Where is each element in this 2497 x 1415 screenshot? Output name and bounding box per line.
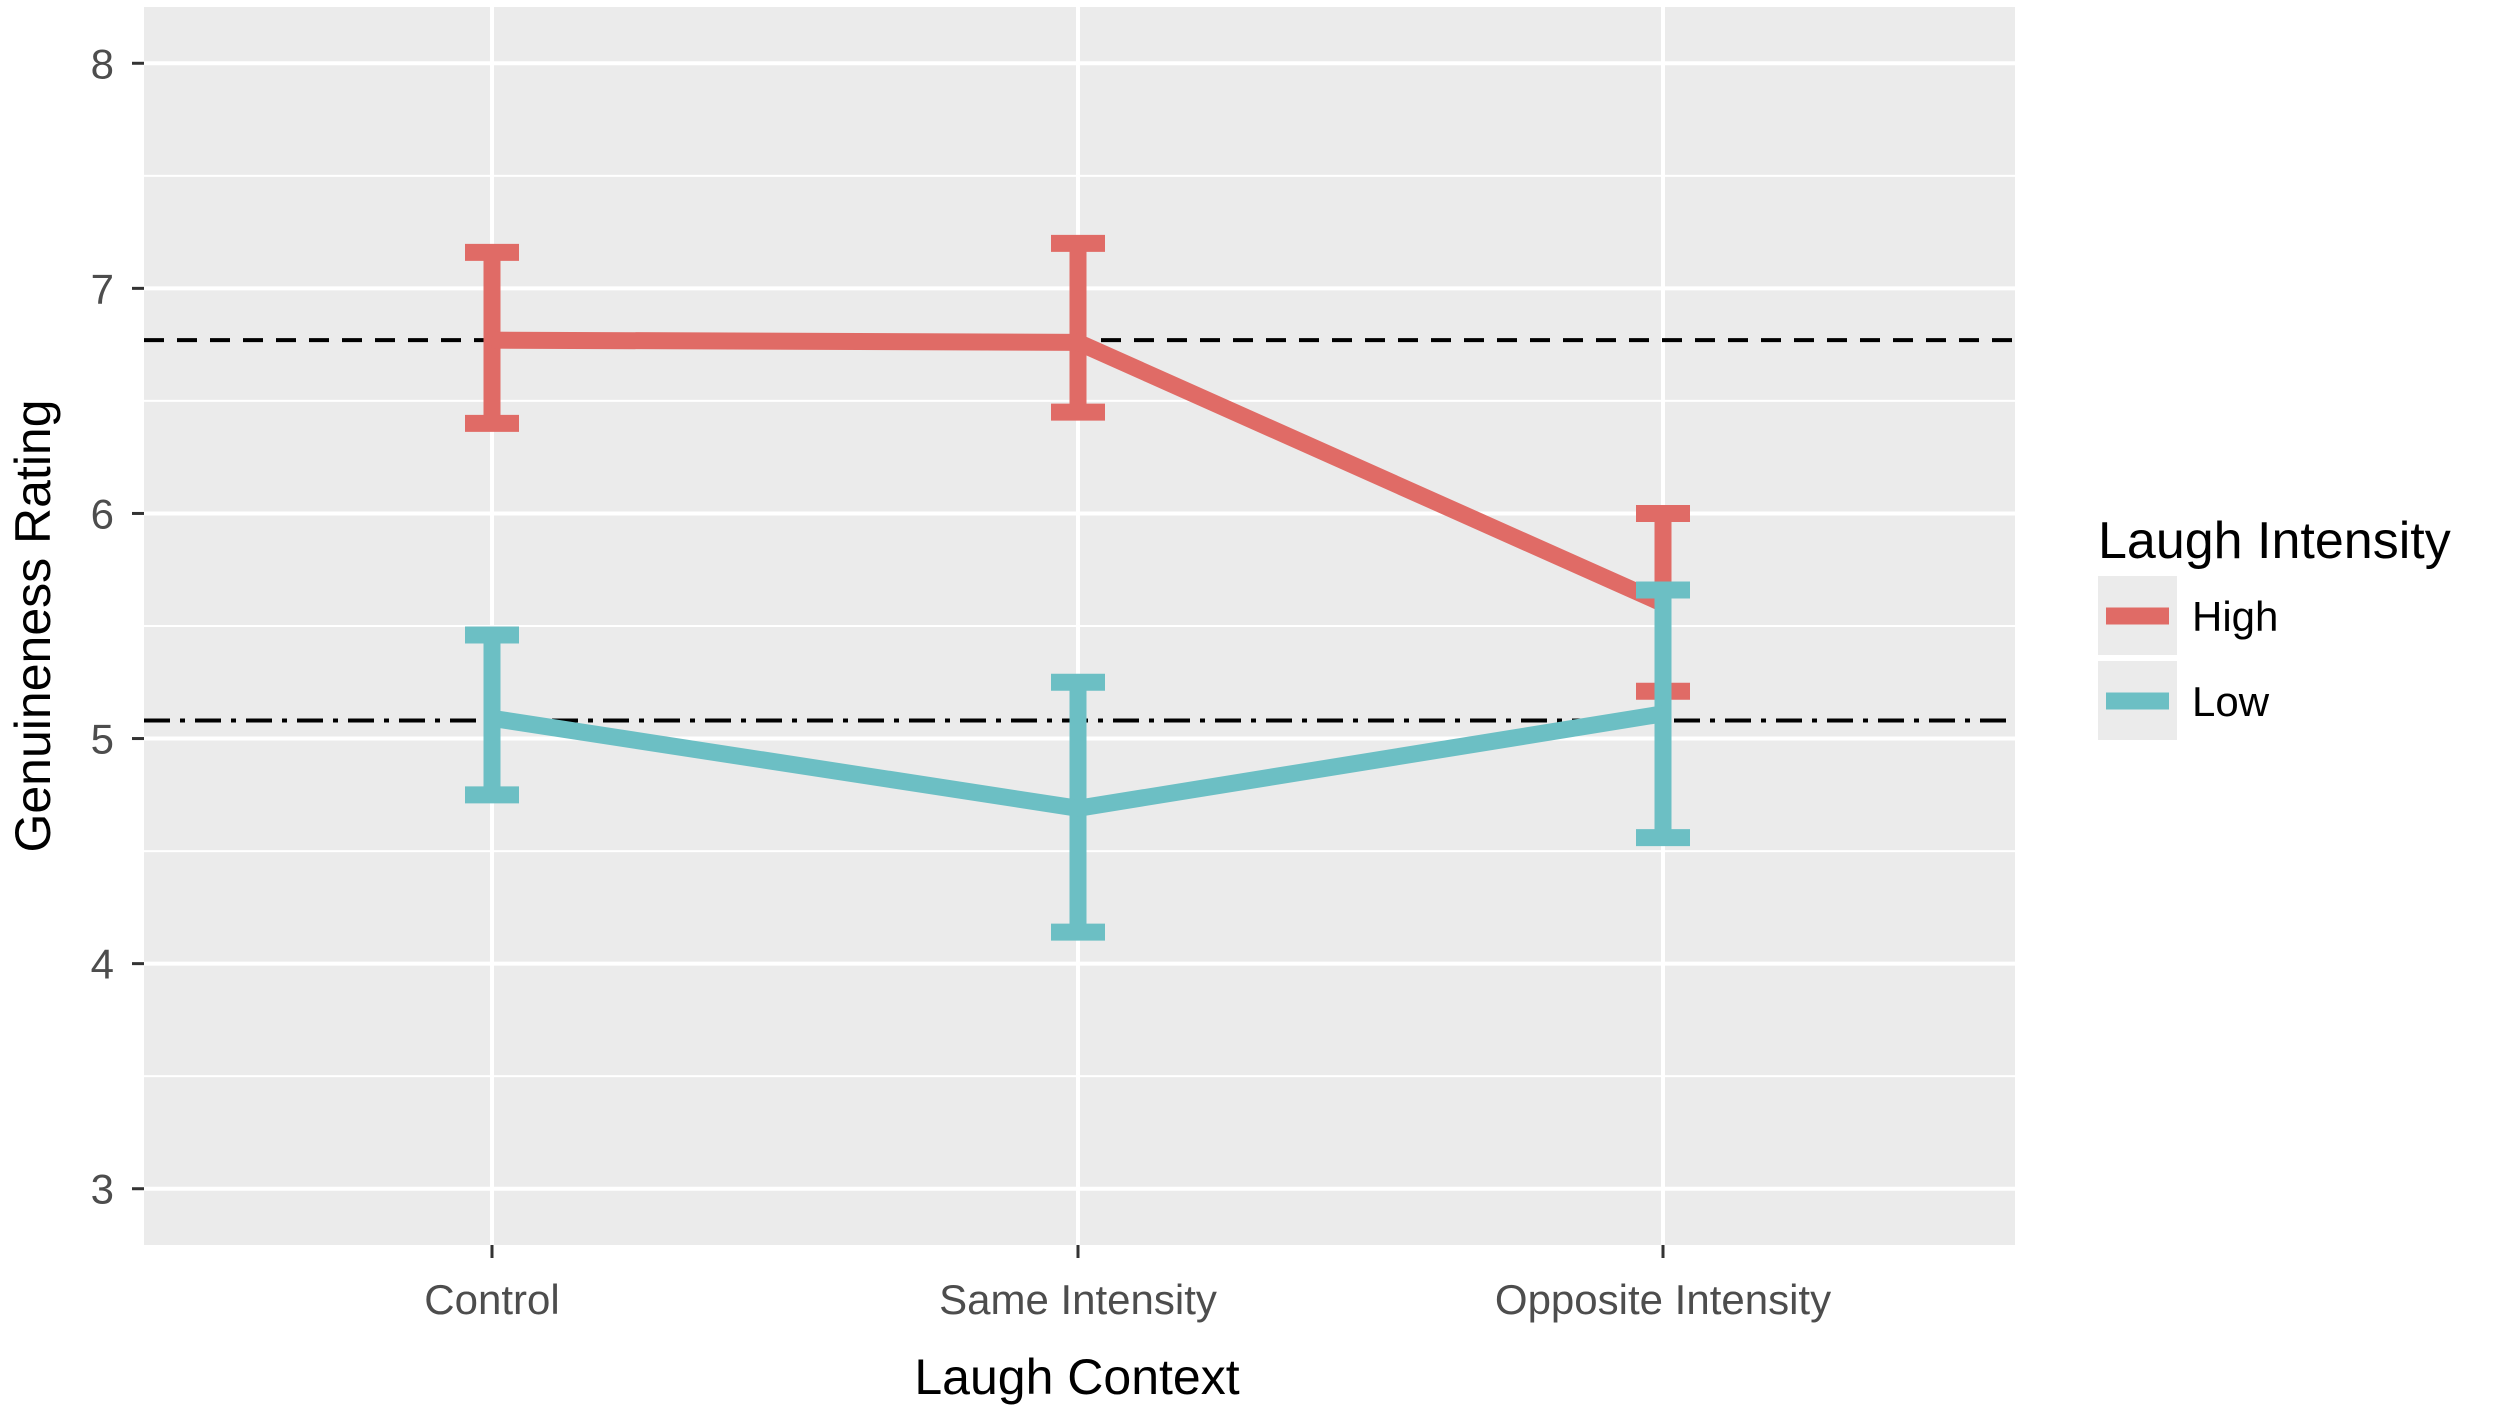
legend: Laugh Intensity High Low	[2098, 512, 2451, 740]
series-low	[465, 581, 1690, 941]
y-tick-label: 3	[91, 1166, 114, 1213]
legend-title: Laugh Intensity	[2098, 512, 2451, 570]
x-tick-label: Opposite Intensity	[1495, 1276, 1831, 1323]
y-tick-label: 6	[91, 490, 114, 537]
x-tick-label: Control	[424, 1276, 559, 1323]
series-line	[490, 705, 1665, 817]
series-line	[491, 331, 1667, 612]
legend-label: Low	[2192, 678, 2270, 725]
x-axis-title: Laugh Context	[914, 1349, 1239, 1405]
y-tick-label: 8	[91, 40, 114, 87]
y-axis-title: Genuineness Rating	[5, 399, 61, 852]
y-tick-label: 5	[91, 716, 114, 763]
legend-label: High	[2192, 593, 2278, 640]
y-tick-label: 7	[91, 265, 114, 312]
series	[465, 234, 1690, 941]
y-tick-label: 4	[91, 941, 114, 988]
axes: 3 4 5 6 7 8 Control Same Intensity Opposite Inte…	[91, 40, 1831, 1323]
x-tick-label: Same Intensity	[939, 1276, 1217, 1323]
